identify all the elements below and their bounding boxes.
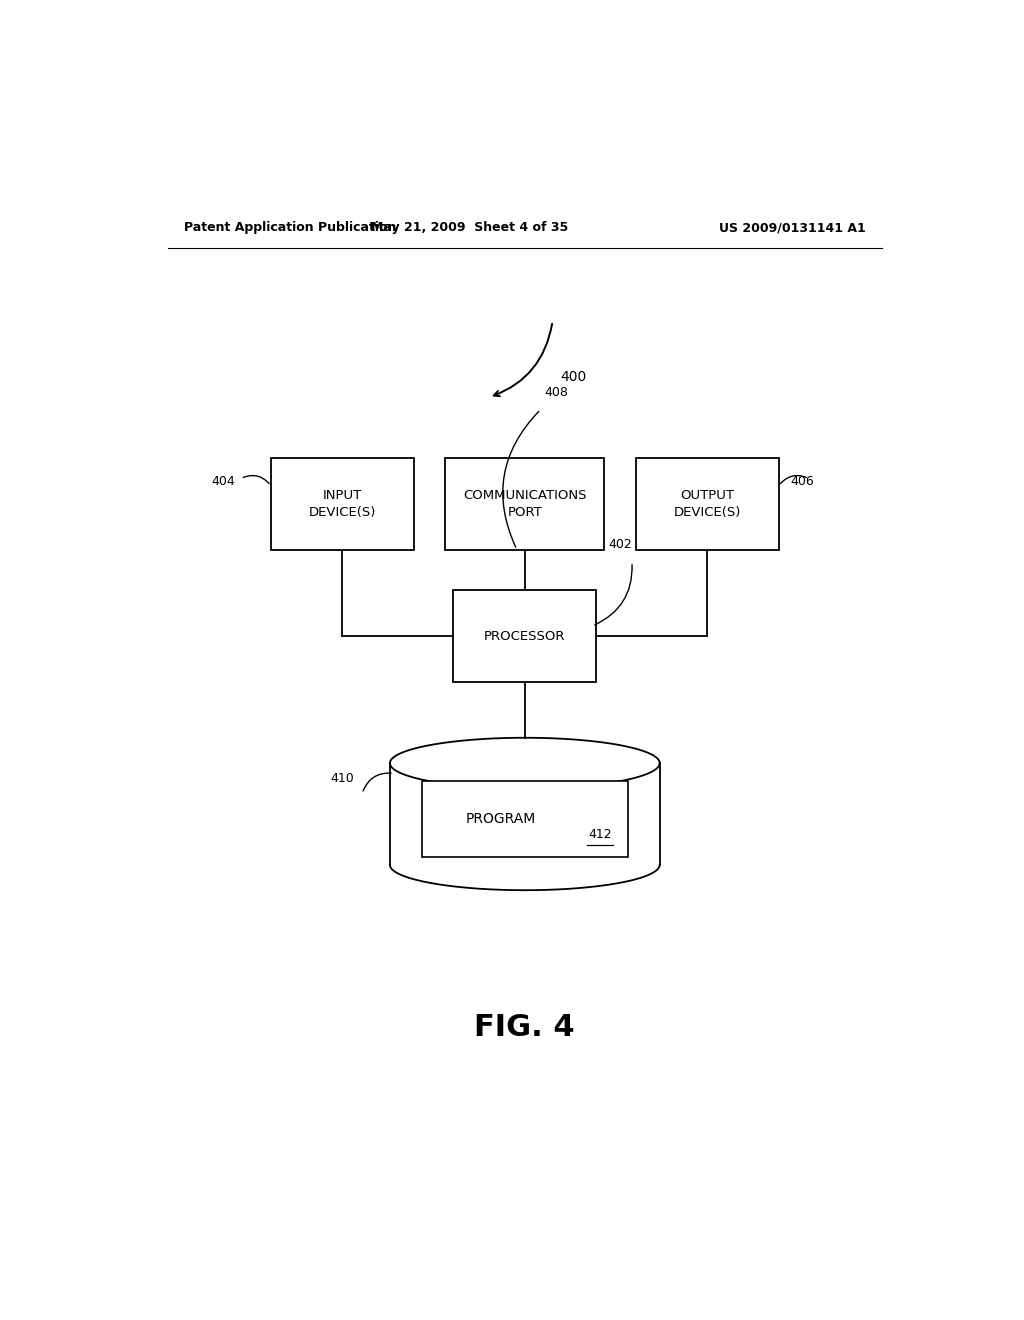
Text: US 2009/0131141 A1: US 2009/0131141 A1 [719, 220, 866, 234]
Text: 410: 410 [331, 772, 354, 785]
Text: 412: 412 [589, 829, 612, 841]
Text: 408: 408 [545, 385, 568, 399]
Text: May 21, 2009  Sheet 4 of 35: May 21, 2009 Sheet 4 of 35 [371, 220, 568, 234]
Text: OUTPUT
DEVICE(S): OUTPUT DEVICE(S) [674, 488, 741, 519]
Bar [422, 781, 628, 857]
Bar [390, 763, 659, 865]
Bar [445, 458, 604, 549]
Text: 400: 400 [560, 370, 587, 384]
Bar [454, 590, 596, 682]
Text: PROCESSOR: PROCESSOR [484, 630, 565, 643]
Text: 406: 406 [791, 475, 814, 488]
Text: FIG. 4: FIG. 4 [474, 1012, 575, 1041]
Text: PROGRAM: PROGRAM [466, 812, 537, 826]
Text: Patent Application Publication: Patent Application Publication [183, 220, 396, 234]
Text: INPUT
DEVICE(S): INPUT DEVICE(S) [308, 488, 376, 519]
Text: 402: 402 [608, 539, 632, 552]
Bar [636, 458, 779, 549]
Text: 404: 404 [211, 475, 236, 488]
Bar [270, 458, 414, 549]
Text: COMMUNICATIONS
PORT: COMMUNICATIONS PORT [463, 488, 587, 519]
